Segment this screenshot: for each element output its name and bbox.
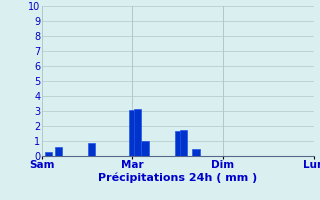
Bar xyxy=(129,110,136,156)
Bar xyxy=(134,109,141,156)
Bar xyxy=(180,130,187,156)
X-axis label: Précipitations 24h ( mm ): Précipitations 24h ( mm ) xyxy=(98,173,257,183)
Bar xyxy=(88,142,95,156)
Bar xyxy=(141,141,148,156)
Bar xyxy=(175,130,182,156)
Bar xyxy=(45,152,52,156)
Bar xyxy=(55,147,62,156)
Bar xyxy=(192,149,200,156)
